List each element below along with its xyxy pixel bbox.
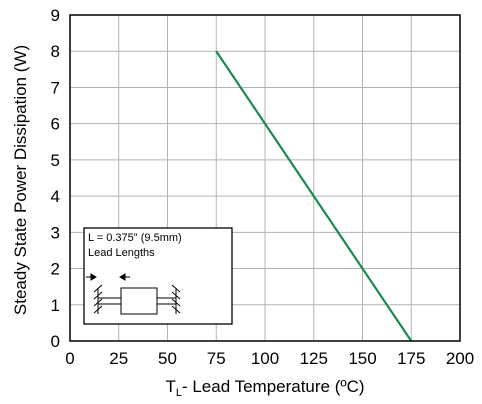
x-axis-title-sub: L (176, 387, 182, 399)
x-tick-label: 25 (109, 349, 128, 368)
y-tick-label: 3 (51, 223, 60, 242)
lead-diagram (86, 273, 181, 315)
y-tick-label: 7 (51, 78, 60, 97)
x-axis-title-main: T (165, 377, 175, 396)
y-axis-title: Steady State Power Dissipation (W) (11, 45, 30, 315)
x-tick-labels: 0 25 50 75 100 125 150 175 200 (65, 349, 474, 368)
x-tick-label: 0 (65, 349, 74, 368)
x-tick-label: 100 (251, 349, 279, 368)
inset-line-2: Lead Lengths (88, 247, 155, 259)
y-tick-label: 9 (51, 6, 60, 25)
x-tick-label: 75 (207, 349, 226, 368)
x-axis-title-rest: - Lead Temperature (ºC) (182, 377, 365, 396)
x-tick-label: 175 (397, 349, 425, 368)
x-tick-label: 50 (158, 349, 177, 368)
y-tick-label: 2 (51, 260, 60, 279)
x-axis-title: TL- Lead Temperature (ºC) (165, 377, 364, 399)
y-tick-label: 8 (51, 42, 60, 61)
x-tick-label: 200 (446, 349, 474, 368)
lead-length-inset: L = 0.375" (9.5mm) Lead Lengths (83, 227, 233, 325)
inset-line-1: L = 0.375" (9.5mm) (88, 232, 182, 244)
y-tick-label: 1 (51, 296, 60, 315)
x-tick-label: 125 (300, 349, 328, 368)
inset-box (83, 227, 233, 325)
y-tick-label: 4 (51, 187, 60, 206)
y-tick-label: 6 (51, 115, 60, 134)
power-derating-line (215, 50, 413, 342)
plot-frame (69, 14, 461, 342)
y-tick-labels: 0 1 2 3 4 5 6 7 8 9 (51, 6, 60, 351)
y-tick-label: 5 (51, 151, 60, 170)
series-layer (215, 50, 413, 342)
x-tick-label: 150 (348, 349, 376, 368)
y-tick-label: 0 (51, 332, 60, 351)
